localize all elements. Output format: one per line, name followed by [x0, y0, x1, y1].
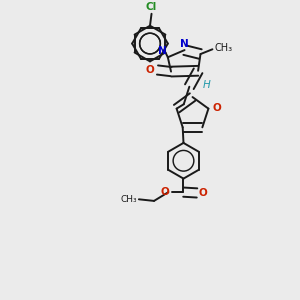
Text: CH₃: CH₃ [121, 195, 137, 204]
Text: O: O [212, 103, 221, 113]
Text: O: O [199, 188, 207, 198]
Text: N: N [158, 46, 167, 56]
Text: O: O [146, 65, 154, 75]
Text: H: H [203, 80, 211, 90]
Text: CH₃: CH₃ [214, 44, 232, 53]
Text: N: N [180, 39, 189, 49]
Text: Cl: Cl [146, 2, 157, 12]
Text: O: O [160, 187, 169, 197]
